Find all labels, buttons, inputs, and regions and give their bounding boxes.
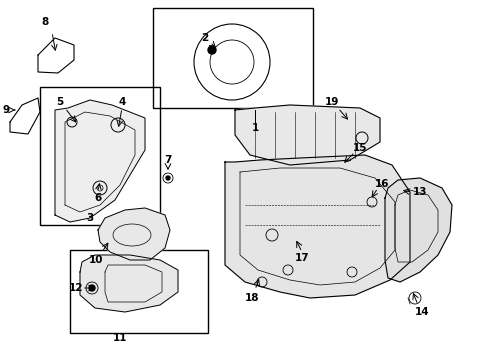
Circle shape	[208, 46, 216, 54]
Text: 10: 10	[89, 255, 103, 265]
Text: 8: 8	[41, 17, 49, 27]
Text: 16: 16	[375, 179, 389, 189]
Circle shape	[166, 176, 170, 180]
Text: 18: 18	[245, 293, 259, 303]
Text: 7: 7	[164, 155, 171, 165]
Text: 12: 12	[69, 283, 83, 293]
Text: 3: 3	[86, 213, 94, 223]
Polygon shape	[235, 105, 380, 165]
Text: 13: 13	[413, 187, 427, 197]
Text: 11: 11	[113, 333, 127, 343]
Bar	[153, 8, 313, 108]
Text: 14: 14	[415, 307, 429, 317]
Polygon shape	[225, 155, 410, 298]
Circle shape	[89, 285, 95, 291]
Polygon shape	[385, 178, 452, 282]
Text: 15: 15	[353, 143, 367, 153]
Text: 2: 2	[201, 33, 209, 43]
Text: 19: 19	[325, 97, 339, 107]
Text: 5: 5	[56, 97, 64, 107]
Bar	[40, 87, 160, 225]
Bar	[70, 250, 208, 333]
Polygon shape	[55, 100, 145, 222]
Text: 6: 6	[95, 193, 101, 203]
Text: 1: 1	[251, 123, 259, 133]
Text: 4: 4	[118, 97, 126, 107]
Polygon shape	[80, 255, 178, 312]
Text: 9: 9	[2, 105, 10, 115]
Polygon shape	[98, 208, 170, 260]
Text: 17: 17	[294, 253, 309, 263]
